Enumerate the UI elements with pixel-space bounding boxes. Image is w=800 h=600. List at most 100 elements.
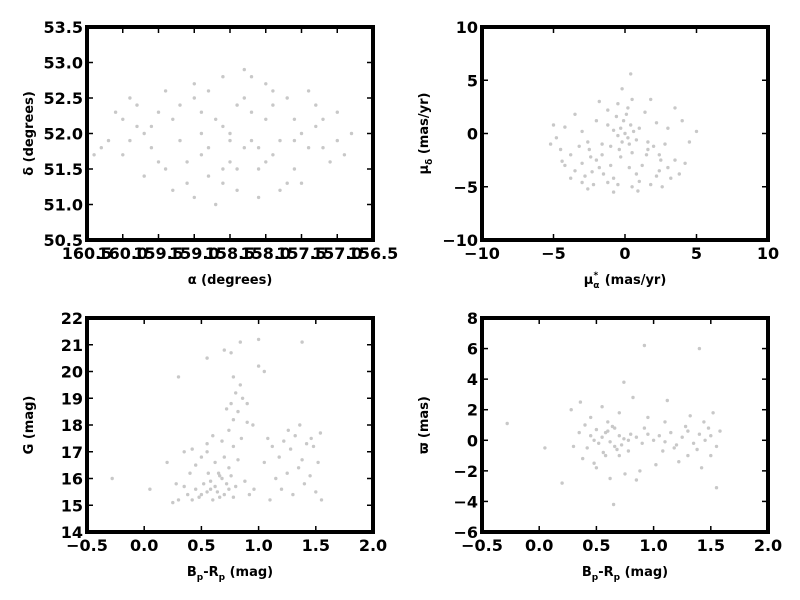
- data-point: [714, 486, 719, 490]
- data-point: [611, 176, 616, 180]
- data-point: [654, 121, 659, 125]
- data-point: [285, 96, 289, 100]
- data-point: [199, 492, 204, 497]
- data-point: [631, 129, 636, 134]
- x-tick-label: −0.5: [461, 536, 503, 555]
- data-point: [192, 195, 196, 200]
- data-point: [268, 498, 272, 502]
- data-point: [199, 110, 204, 114]
- data-point: [597, 441, 601, 445]
- data-point: [213, 460, 217, 465]
- data-point: [663, 440, 667, 444]
- data-point: [634, 435, 639, 439]
- data-point: [694, 129, 699, 134]
- x-tick-label: 158.5: [205, 244, 256, 263]
- data-point: [643, 110, 647, 114]
- data-point: [637, 179, 641, 184]
- data-point: [321, 117, 325, 122]
- y-tick-label: 6: [467, 340, 478, 359]
- data-point: [686, 429, 690, 433]
- x-tick-label: 0.5: [187, 536, 215, 555]
- data-point: [222, 455, 226, 459]
- data-point: [669, 176, 673, 180]
- data-point: [228, 138, 232, 143]
- data-point: [190, 447, 194, 451]
- data-point: [206, 174, 211, 178]
- data-point: [644, 153, 649, 157]
- data-point: [185, 160, 189, 164]
- data-point: [178, 138, 182, 143]
- data-point: [271, 153, 275, 157]
- data-point: [630, 185, 634, 189]
- data-point: [171, 188, 175, 192]
- data-point: [714, 444, 719, 449]
- data-point: [262, 460, 266, 465]
- data-point: [620, 87, 624, 91]
- y-tick-label: −2: [453, 462, 478, 481]
- data-point: [680, 435, 684, 439]
- x-tick-label: 0.5: [582, 536, 610, 555]
- data-point: [292, 117, 297, 122]
- x-tick-label: 1.0: [244, 536, 272, 555]
- data-point: [594, 466, 599, 470]
- data-point: [264, 82, 268, 86]
- x-tick-label: 0.0: [130, 536, 158, 555]
- x-tick-label: 1.0: [639, 536, 667, 555]
- y-tick-label: 2: [467, 401, 478, 420]
- data-point: [577, 144, 581, 148]
- data-point: [617, 147, 621, 152]
- y-tick-label: 17: [61, 443, 83, 462]
- data-point: [199, 455, 204, 459]
- data-point: [262, 369, 266, 374]
- x-tick-label: 160.5: [62, 244, 113, 263]
- data-point: [205, 490, 209, 494]
- data-point: [128, 138, 132, 143]
- data-point: [590, 170, 594, 174]
- x-axis-label: α (degrees): [188, 273, 273, 288]
- data-point: [308, 474, 312, 478]
- data-point: [697, 432, 702, 436]
- data-point: [669, 430, 673, 435]
- data-point: [666, 126, 670, 130]
- y-tick-label: 52.5: [44, 89, 83, 108]
- data-point: [178, 103, 182, 107]
- x-tick-label: 159.5: [133, 244, 184, 263]
- data-point: [594, 427, 599, 432]
- data-point: [135, 124, 139, 129]
- data-point: [619, 155, 623, 159]
- y-tick-label: 20: [61, 363, 83, 382]
- data-point: [235, 188, 239, 192]
- y-tick-label: 0: [467, 431, 478, 450]
- x-axis-label: Bp-Rp (mag): [187, 565, 273, 583]
- data-point: [121, 117, 125, 122]
- data-point: [206, 146, 211, 150]
- data-point: [680, 119, 684, 123]
- data-point: [587, 147, 591, 152]
- x-axis-label: Bp-Rp (mag): [582, 565, 668, 583]
- data-point: [583, 174, 587, 178]
- x-tick-label: −0.5: [66, 536, 108, 555]
- data-point: [300, 458, 304, 462]
- data-point: [174, 482, 178, 486]
- data-point: [236, 458, 240, 462]
- data-point: [171, 500, 175, 505]
- data-point: [657, 169, 661, 173]
- data-point: [586, 187, 590, 191]
- data-point: [666, 165, 670, 170]
- data-point: [614, 114, 619, 119]
- y-tick-label: −4: [453, 492, 478, 511]
- data-point: [211, 498, 215, 502]
- data-point: [606, 429, 610, 433]
- data-point: [264, 160, 268, 164]
- data-point: [235, 103, 239, 107]
- data-point: [629, 72, 633, 76]
- y-tick-label: 51.0: [44, 196, 83, 215]
- data-point: [583, 423, 587, 427]
- x-tick-label: 10: [757, 244, 779, 263]
- data-point: [186, 492, 190, 497]
- data-point: [335, 110, 339, 114]
- data-point: [227, 466, 231, 470]
- y-tick-label: 18: [61, 416, 83, 435]
- data-point: [148, 487, 152, 491]
- data-point: [640, 441, 644, 445]
